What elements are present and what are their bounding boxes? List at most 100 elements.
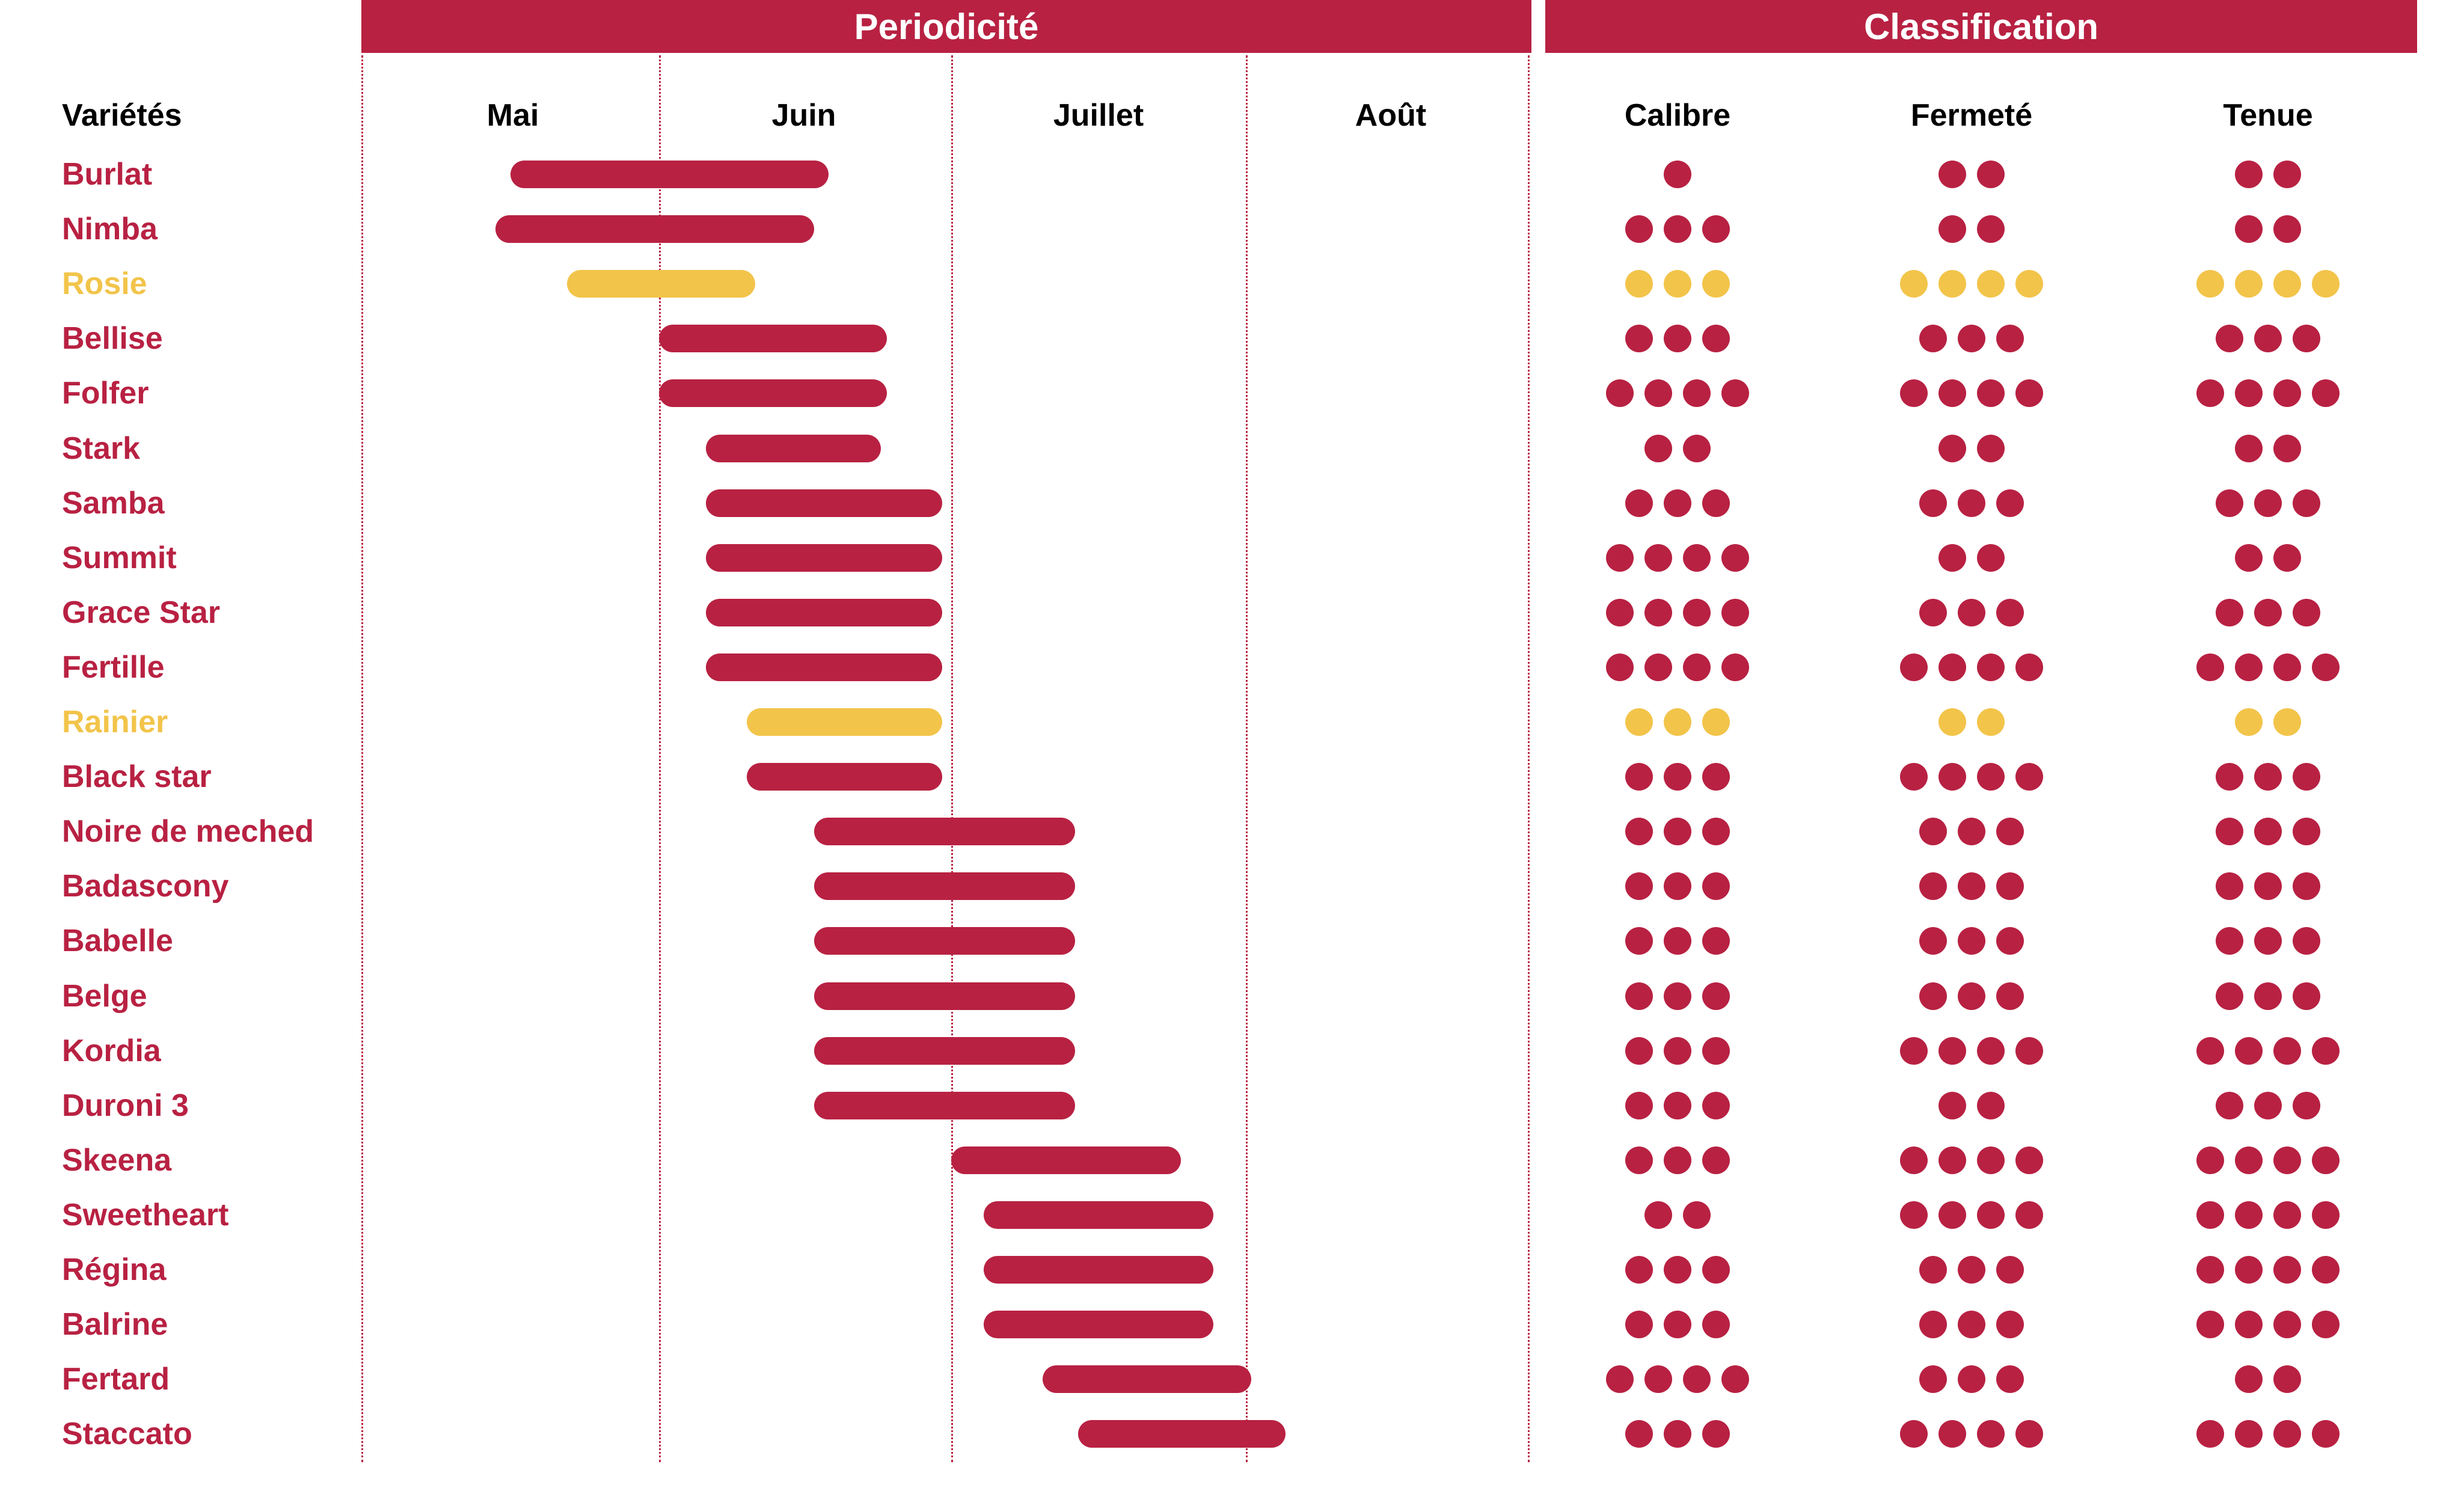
fermete-rating-dot bbox=[1958, 818, 1985, 846]
tenue-rating-dot bbox=[2273, 653, 2301, 681]
classification-header: Classification bbox=[1545, 0, 2417, 53]
period-bar bbox=[510, 161, 829, 188]
calibre-rating-dot bbox=[1702, 489, 1730, 517]
calibre-rating-dot bbox=[1664, 927, 1691, 955]
tenue-rating-dot bbox=[2235, 543, 2263, 572]
tenue-rating-dot bbox=[2216, 763, 2243, 791]
calibre-rating-dot bbox=[1664, 982, 1691, 1010]
period-bar bbox=[814, 927, 1075, 955]
tenue-rating-dot bbox=[2216, 325, 2243, 353]
tenue-rating-dot bbox=[2235, 708, 2263, 736]
fermete-rating-dot bbox=[1977, 763, 2005, 791]
fermete-rating-dot bbox=[1900, 1201, 1928, 1229]
calibre-rating-dot bbox=[1664, 818, 1691, 846]
period-bar bbox=[495, 215, 814, 243]
tenue-rating-dot bbox=[2235, 270, 2263, 298]
fermete-rating-dot bbox=[1996, 325, 2024, 353]
period-bar bbox=[566, 270, 756, 298]
calibre-rating-dot bbox=[1702, 818, 1730, 846]
fermete-rating-dot bbox=[1900, 1420, 1928, 1448]
fermete-rating-dot bbox=[1996, 1365, 2024, 1394]
tenue-rating-dot bbox=[2254, 489, 2282, 517]
fermete-rating-dot bbox=[1938, 1036, 1966, 1065]
period-bar bbox=[983, 1256, 1214, 1284]
fermete-rating-dot bbox=[1977, 708, 2005, 736]
calibre-rating-dot bbox=[1683, 543, 1711, 572]
fermete-rating-dot bbox=[1938, 1146, 1966, 1174]
calibre-rating-dot bbox=[1664, 1256, 1691, 1284]
fermete-rating-dot bbox=[1977, 379, 2005, 408]
tenue-rating-dot bbox=[2312, 653, 2340, 681]
calibre-rating-dot bbox=[1625, 872, 1653, 901]
period-bar bbox=[1042, 1365, 1252, 1394]
fermete-rating-dot bbox=[1938, 763, 1966, 791]
calibre-rating-dot bbox=[1664, 1091, 1691, 1119]
period-bar bbox=[983, 1311, 1214, 1339]
fermete-rating-dot bbox=[1958, 982, 1985, 1010]
variety-label: Balrine bbox=[62, 1307, 168, 1342]
fermete-rating-dot bbox=[1958, 1256, 1985, 1284]
fermete-rating-dot bbox=[1900, 653, 1928, 681]
tenue-rating-dot bbox=[2235, 1036, 2263, 1065]
calibre-rating-dot bbox=[1606, 653, 1634, 681]
fermete-rating-dot bbox=[1900, 1036, 1928, 1065]
tenue-rating-dot bbox=[2254, 763, 2282, 791]
calibre-rating-dot bbox=[1721, 598, 1749, 626]
variety-label: Rosie bbox=[62, 266, 147, 302]
tenue-rating-dot bbox=[2273, 270, 2301, 298]
fermete-rating-dot bbox=[2015, 763, 2043, 791]
fermete-rating-dot bbox=[1919, 489, 1947, 517]
calibre-rating-dot bbox=[1625, 1036, 1653, 1065]
fermete-rating-dot bbox=[1977, 1146, 2005, 1174]
tenue-rating-dot bbox=[2293, 818, 2320, 846]
tenue-rating-dot bbox=[2196, 270, 2224, 298]
fermete-rating-dot bbox=[1977, 161, 2005, 188]
calibre-rating-dot bbox=[1625, 1146, 1653, 1174]
variety-label: Fertille bbox=[62, 649, 165, 685]
tenue-rating-dot bbox=[2312, 1420, 2340, 1448]
fermete-rating-dot bbox=[2015, 1036, 2043, 1065]
tenue-rating-dot bbox=[2293, 763, 2320, 791]
fermete-rating-dot bbox=[1977, 1091, 2005, 1119]
tenue-rating-dot bbox=[2273, 1036, 2301, 1065]
fermete-rating-dot bbox=[1977, 1201, 2005, 1229]
fermete-rating-dot bbox=[1977, 215, 2005, 243]
period-bar bbox=[814, 818, 1075, 846]
calibre-rating-dot bbox=[1702, 1146, 1730, 1174]
fermete-rating-dot bbox=[1958, 598, 1985, 626]
variety-label: Folfer bbox=[62, 376, 149, 411]
fermete-rating-dot bbox=[1996, 489, 2024, 517]
tenue-rating-dot bbox=[2273, 1256, 2301, 1284]
calibre-rating-dot bbox=[1702, 270, 1730, 298]
fermete-rating-dot bbox=[1919, 598, 1947, 626]
calibre-rating-dot bbox=[1625, 818, 1653, 846]
calibre-rating-dot bbox=[1664, 1420, 1691, 1448]
fermete-rating-dot bbox=[1977, 543, 2005, 572]
calibre-rating-dot bbox=[1625, 489, 1653, 517]
fermete-rating-dot bbox=[1900, 763, 1928, 791]
calibre-rating-dot bbox=[1683, 379, 1711, 408]
calibre-rating-dot bbox=[1683, 434, 1711, 462]
month-header-aout: Août bbox=[1355, 98, 1427, 133]
tenue-rating-dot bbox=[2293, 927, 2320, 955]
tenue-rating-dot bbox=[2273, 379, 2301, 408]
period-bar bbox=[705, 653, 943, 681]
periodicite-header-label: Periodicité bbox=[854, 6, 1039, 47]
variety-label: Staccato bbox=[62, 1416, 192, 1452]
fermete-rating-dot bbox=[1919, 927, 1947, 955]
tenue-rating-dot bbox=[2196, 1146, 2224, 1174]
tenue-rating-dot bbox=[2235, 161, 2263, 188]
calibre-rating-dot bbox=[1683, 1365, 1711, 1394]
calibre-rating-dot bbox=[1625, 1256, 1653, 1284]
calibre-rating-dot bbox=[1664, 1036, 1691, 1065]
variety-label: Skeena bbox=[62, 1142, 172, 1178]
tenue-rating-dot bbox=[2273, 1365, 2301, 1394]
fermete-rating-dot bbox=[2015, 1420, 2043, 1448]
fermete-rating-dot bbox=[1938, 653, 1966, 681]
variety-label: Stark bbox=[62, 430, 141, 466]
calibre-rating-dot bbox=[1625, 325, 1653, 353]
period-bar bbox=[951, 1146, 1181, 1174]
fermete-rating-dot bbox=[1919, 818, 1947, 846]
calibre-rating-dot bbox=[1721, 1365, 1749, 1394]
month-divider-aout bbox=[1246, 55, 1248, 1462]
